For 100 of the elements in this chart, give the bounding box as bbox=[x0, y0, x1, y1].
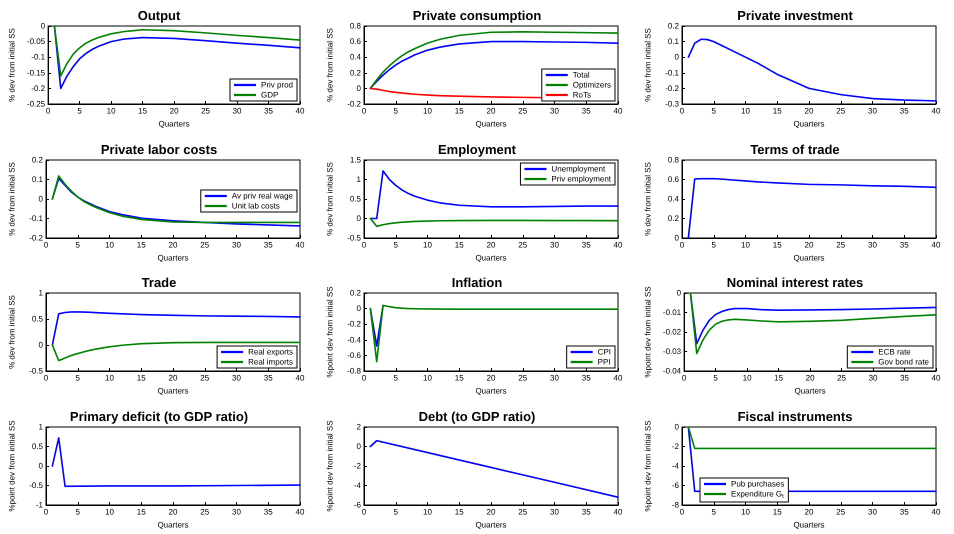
x-tick-label: 25 bbox=[200, 240, 210, 249]
x-tick-label: 35 bbox=[582, 374, 592, 382]
y-tick-label: 0.1 bbox=[32, 174, 44, 184]
x-tick-label: 40 bbox=[614, 507, 623, 516]
x-tick-label: 25 bbox=[837, 374, 847, 382]
y-tick-label: 0.2 bbox=[668, 22, 680, 30]
x-tick-label: 20 bbox=[168, 240, 178, 249]
legend-label: CPI bbox=[598, 348, 612, 356]
x-axis-title: Quarters bbox=[793, 119, 825, 128]
x-tick-label: 20 bbox=[486, 507, 496, 516]
y-axis-title: %point dev from initial SS bbox=[644, 286, 652, 378]
x-tick-label: 15 bbox=[454, 507, 464, 516]
x-tick-label: 5 bbox=[712, 240, 717, 249]
y-axis-title: %point dev from initial SS bbox=[644, 420, 652, 512]
y-tick-label: 1 bbox=[38, 422, 44, 431]
y-tick-label: -0.6 bbox=[347, 350, 362, 360]
legend-label: ECB rate bbox=[878, 348, 912, 356]
x-axis-title: Quarters bbox=[475, 520, 507, 529]
x-tick-label: 35 bbox=[582, 106, 592, 116]
x-tick-label: 25 bbox=[518, 240, 528, 249]
y-tick-label: -0.02 bbox=[662, 328, 682, 336]
x-tick-label: 10 bbox=[741, 240, 750, 249]
x-tick-label: 40 bbox=[296, 507, 305, 516]
chart-title: Output bbox=[138, 8, 181, 23]
x-tick-label: 5 bbox=[76, 507, 81, 516]
line-series bbox=[54, 25, 301, 90]
x-tick-label: 15 bbox=[772, 507, 782, 516]
y-tick-label: 0.4 bbox=[350, 52, 362, 62]
y-tick-label: -0.1 bbox=[29, 214, 44, 222]
line-series bbox=[688, 38, 937, 102]
x-tick-label: 40 bbox=[614, 240, 623, 249]
x-tick-label: 20 bbox=[486, 106, 496, 116]
y-tick-label: 0.2 bbox=[668, 214, 680, 222]
x-axis-title: Quarters bbox=[793, 520, 825, 529]
x-tick-label: 30 bbox=[232, 507, 242, 516]
x-tick-label: 25 bbox=[200, 374, 210, 382]
x-tick-label: 40 bbox=[932, 240, 941, 249]
y-tick-label: 0 bbox=[676, 288, 682, 298]
x-tick-label: 30 bbox=[232, 106, 242, 116]
line-series bbox=[370, 40, 619, 90]
x-tick-label: 5 bbox=[394, 240, 399, 249]
y-tick-label: -0.2 bbox=[29, 233, 44, 242]
y-tick-label: -0.4 bbox=[347, 335, 362, 344]
x-tick-label: 20 bbox=[806, 374, 816, 382]
x-tick-label: 15 bbox=[772, 106, 782, 116]
y-tick-label: -0.2 bbox=[347, 100, 362, 108]
chart-title: Private consumption bbox=[412, 8, 542, 23]
x-tick-label: 15 bbox=[138, 106, 148, 116]
y-tick-label: 0.2 bbox=[32, 155, 44, 164]
chart-title: Fiscal instruments bbox=[738, 408, 852, 424]
line-series bbox=[688, 177, 937, 238]
x-tick-label: 20 bbox=[804, 106, 814, 116]
x-tick-label: 35 bbox=[900, 374, 910, 382]
x-tick-label: 15 bbox=[772, 240, 782, 249]
y-tick-label: -2 bbox=[672, 442, 680, 450]
y-tick-label: -0.2 bbox=[665, 84, 680, 93]
x-tick-label: 10 bbox=[106, 106, 116, 116]
x-tick-label: 5 bbox=[394, 507, 399, 516]
y-tick-label: 0 bbox=[674, 422, 680, 431]
x-tick-label: 10 bbox=[423, 374, 432, 382]
x-tick-label: 25 bbox=[836, 106, 846, 116]
legend-label: Unit lab costs bbox=[232, 201, 280, 210]
y-tick-label: -0.5 bbox=[29, 366, 44, 376]
y-tick-label: 0.8 bbox=[350, 22, 362, 30]
y-tick-label: 1.5 bbox=[350, 155, 362, 164]
x-axis-title: Quarters bbox=[793, 252, 825, 262]
x-tick-label: 35 bbox=[264, 374, 274, 382]
y-tick-label: -0.2 bbox=[347, 320, 362, 329]
x-tick-label: 15 bbox=[136, 507, 146, 516]
chart-title: Inflation bbox=[452, 275, 502, 290]
x-tick-label: 5 bbox=[76, 240, 81, 249]
legend-label: Pub purchases bbox=[731, 479, 784, 488]
y-tick-label: 0.6 bbox=[668, 174, 680, 184]
line-series bbox=[370, 304, 619, 362]
y-tick-label: 0.2 bbox=[350, 288, 362, 298]
x-tick-label: 40 bbox=[932, 106, 941, 116]
x-tick-label: 35 bbox=[900, 507, 910, 516]
x-tick-label: 25 bbox=[518, 507, 528, 516]
y-tick-label: 0.5 bbox=[32, 314, 44, 324]
legend-label: Priv prod bbox=[260, 80, 294, 90]
x-tick-label: 20 bbox=[168, 374, 178, 382]
x-tick-label: 15 bbox=[774, 374, 784, 382]
x-tick-label: 5 bbox=[712, 507, 717, 516]
line-series bbox=[370, 31, 619, 90]
x-tick-label: 30 bbox=[232, 374, 242, 382]
y-tick-label: -0.5 bbox=[347, 233, 362, 242]
x-axis-title: Quarters bbox=[475, 386, 507, 396]
y-tick-label: 0 bbox=[356, 214, 362, 222]
x-tick-label: 35 bbox=[582, 240, 592, 249]
x-axis-title: Quarters bbox=[475, 252, 507, 262]
y-tick-label: 2 bbox=[356, 422, 362, 431]
y-axis-title: % dev from initial SS bbox=[8, 162, 16, 236]
y-tick-label: 0 bbox=[674, 233, 680, 242]
x-tick-label: 40 bbox=[296, 374, 305, 382]
x-tick-label: 5 bbox=[76, 374, 81, 382]
x-tick-label: 30 bbox=[868, 240, 878, 249]
y-tick-label: -0.05 bbox=[26, 37, 46, 46]
x-tick-label: 40 bbox=[614, 374, 623, 382]
x-axis-title: Quarters bbox=[157, 520, 189, 529]
x-tick-label: 30 bbox=[550, 240, 560, 249]
